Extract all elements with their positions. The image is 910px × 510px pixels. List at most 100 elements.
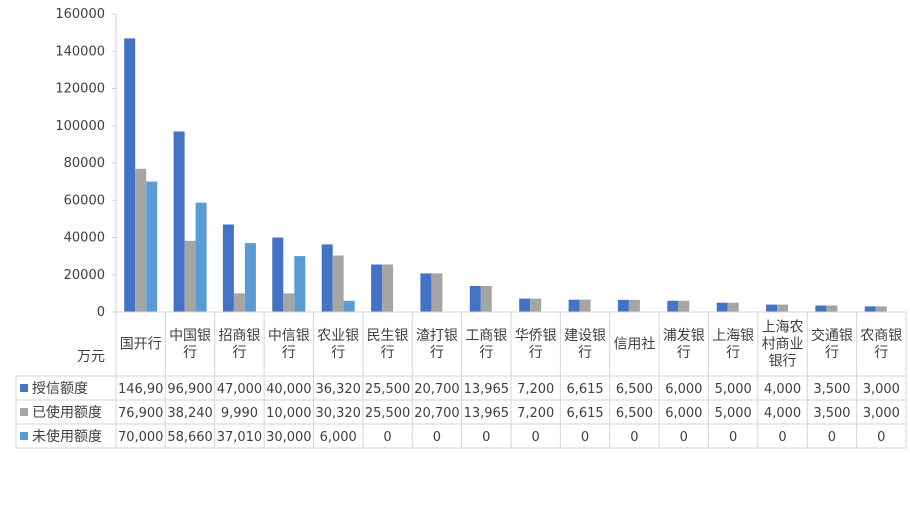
data-cell: 7,200	[517, 382, 554, 397]
y-tick-label: 20000	[64, 268, 105, 283]
bar-1-12	[727, 302, 739, 312]
data-cell: 0	[532, 430, 540, 445]
data-cell: 25,500	[365, 406, 411, 421]
category-label: 渣打银	[416, 327, 458, 344]
bar-1-1	[184, 240, 196, 312]
bar-2-2	[244, 243, 256, 312]
data-cell: 10,000	[266, 406, 312, 421]
category-label: 行	[726, 345, 740, 361]
data-cell: 3,500	[813, 382, 850, 397]
data-cell: 6,000	[665, 382, 702, 397]
bar-0-10	[617, 299, 629, 312]
bar-0-5	[371, 264, 383, 312]
data-cell: 96,900	[167, 382, 213, 397]
data-cell: 30,320	[315, 406, 361, 421]
category-label: 行	[825, 345, 839, 361]
unit-label: 万元	[77, 349, 105, 365]
data-cell: 3,000	[863, 382, 900, 397]
bar-1-11	[678, 300, 690, 312]
category-label: 华侨银	[515, 328, 557, 344]
data-cell: 3,000	[863, 406, 900, 421]
category-label: 上海农	[762, 320, 804, 336]
data-cell: 6,000	[665, 406, 702, 421]
category-label: 村商业	[762, 337, 804, 353]
category-label: 行	[282, 345, 296, 361]
bar-0-9	[568, 299, 580, 312]
data-cell: 30,000	[266, 430, 312, 445]
data-cell: 0	[383, 430, 391, 445]
legend-swatch-0	[20, 384, 28, 392]
bar-0-2	[222, 224, 234, 312]
bar-1-13	[777, 304, 789, 312]
category-label: 国开行	[120, 337, 162, 353]
bar-1-7	[480, 286, 492, 312]
data-cell: 7,200	[517, 406, 554, 421]
data-cell: 3,500	[813, 406, 850, 421]
bar-0-1	[173, 131, 185, 312]
data-cell: 47,000	[217, 382, 263, 397]
category-label: 中信银	[268, 328, 310, 344]
category-label: 行	[183, 345, 197, 361]
y-tick-label: 60000	[64, 193, 105, 208]
data-cell: 9,990	[221, 406, 258, 421]
bar-0-8	[519, 298, 531, 312]
bar-2-3	[294, 256, 306, 312]
bar-2-0	[146, 181, 158, 312]
bar-0-6	[420, 273, 432, 312]
y-tick-label: 160000	[55, 7, 105, 22]
bar-0-7	[469, 286, 481, 312]
category-label: 建设银	[564, 328, 606, 344]
data-cell: 0	[828, 430, 836, 445]
category-label: 招商银	[218, 328, 260, 344]
data-cell: 6,000	[320, 430, 357, 445]
category-label: 银行	[769, 354, 797, 370]
bar-1-4	[332, 255, 344, 312]
data-cell: 6,615	[566, 382, 603, 397]
category-label: 行	[381, 345, 395, 361]
category-label: 民生银	[367, 328, 409, 344]
legend-label: 已使用额度	[32, 404, 102, 421]
category-label: 上海银	[712, 328, 754, 344]
data-cell: 20,700	[414, 382, 460, 397]
y-tick-label: 80000	[64, 156, 105, 171]
y-tick-label: 100000	[55, 119, 105, 134]
y-tick-label: 0	[97, 305, 105, 320]
bar-1-15	[875, 306, 887, 312]
data-cell: 0	[877, 430, 885, 445]
data-cell: 38,240	[167, 406, 213, 421]
bar-1-9	[579, 299, 591, 312]
bar-1-2	[233, 293, 245, 312]
data-cell: 4,000	[764, 382, 801, 397]
bar-1-3	[283, 293, 295, 312]
data-cell: 5,000	[715, 382, 752, 397]
data-cell: 0	[482, 430, 490, 445]
bar-2-1	[195, 202, 207, 312]
bar-2-4	[343, 300, 355, 312]
bar-0-14	[815, 305, 827, 312]
data-cell: 6,615	[566, 406, 603, 421]
data-cell: 4,000	[764, 406, 801, 421]
legend-label: 未使用额度	[32, 428, 102, 445]
category-label: 行	[479, 345, 493, 361]
category-label: 行	[430, 345, 444, 361]
data-cell: 0	[680, 430, 688, 445]
legend-label: 授信额度	[32, 381, 88, 397]
bar-0-13	[766, 304, 778, 312]
bar-0-12	[716, 302, 728, 312]
bar-0-4	[321, 244, 333, 312]
data-cell: 13,965	[464, 382, 510, 397]
data-cell: 0	[630, 430, 638, 445]
category-label: 农业银	[317, 328, 359, 344]
bar-0-3	[272, 237, 284, 312]
bar-0-15	[864, 306, 876, 312]
bar-0-11	[667, 300, 679, 312]
data-cell: 25,500	[365, 382, 411, 397]
data-cell: 36,320	[315, 382, 361, 397]
category-label: 行	[578, 345, 592, 361]
category-label: 交通银	[811, 327, 853, 344]
data-cell: 37,010	[217, 430, 263, 445]
data-cell: 0	[581, 430, 589, 445]
legend-swatch-2	[20, 432, 28, 440]
category-label: 工商银	[465, 328, 507, 344]
